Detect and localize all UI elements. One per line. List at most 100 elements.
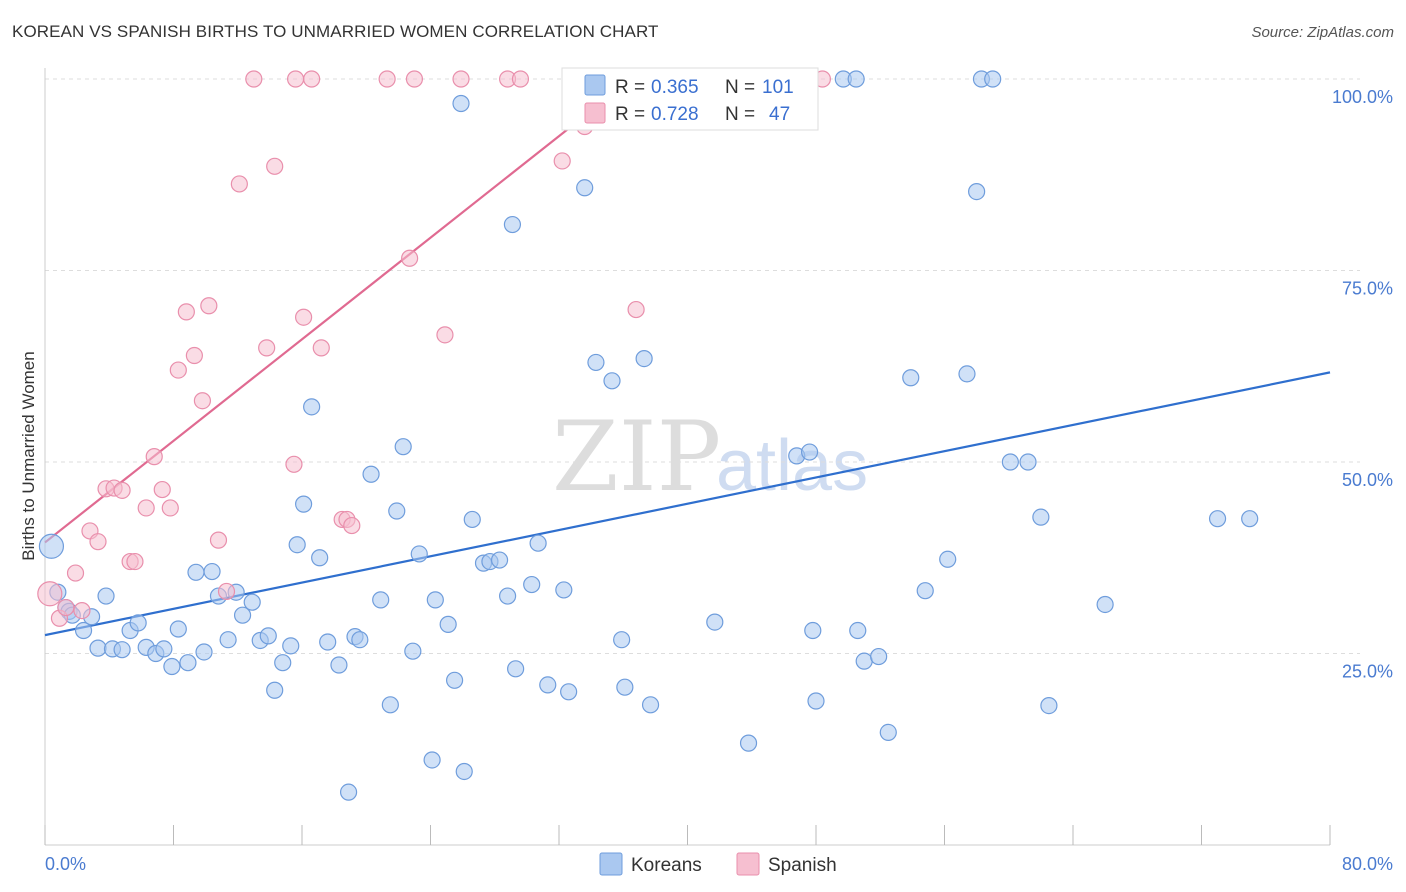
spanish-point — [286, 70, 305, 88]
korean-point — [163, 657, 181, 676]
korean-point — [849, 621, 867, 640]
spanish-point — [378, 70, 396, 88]
korean-point — [38, 533, 65, 559]
korean-point — [587, 353, 605, 372]
korean-point — [1241, 510, 1259, 528]
korean-point — [916, 582, 934, 600]
korean-point — [129, 614, 147, 632]
spanish-point — [137, 499, 155, 517]
korean-point — [641, 696, 660, 714]
spanish-point — [145, 448, 163, 466]
korean-point — [804, 621, 822, 640]
spanish-legend-swatch — [584, 102, 606, 124]
spanish-n-label: N = — [725, 104, 755, 125]
legend-spanish-swatch — [736, 852, 760, 876]
trend-lines — [44, 78, 1331, 637]
series-legend: Koreans Spanish — [599, 852, 837, 876]
korean-point — [539, 676, 557, 694]
spanish-point — [193, 392, 212, 410]
korean-point — [203, 562, 221, 581]
korean-point — [266, 681, 284, 699]
korean-point — [1001, 453, 1019, 471]
spanish-point — [452, 70, 470, 88]
x-tick-label-max: 80.0% — [1342, 854, 1393, 874]
korean-point — [404, 642, 422, 660]
source-credit: Source: ZipAtlas.com — [1251, 24, 1394, 41]
korean-point — [303, 398, 321, 416]
korean-trend-line — [44, 371, 1331, 637]
korean-point — [372, 591, 390, 609]
korean-point — [330, 656, 348, 674]
korean-r-label: R = — [615, 77, 645, 98]
y-tick-label: 100.0% — [1332, 87, 1393, 107]
spanish-point — [266, 157, 284, 175]
spanish-point — [209, 531, 228, 549]
korean-point — [445, 671, 464, 689]
korean-point — [939, 550, 957, 568]
korean-point — [113, 641, 131, 659]
korean-point — [410, 545, 428, 563]
gridlines: 25.0% 50.0% 75.0% 100.0% — [45, 78, 1393, 682]
korean-point — [288, 536, 306, 554]
korean-point — [282, 637, 300, 655]
korean-point — [1019, 453, 1037, 471]
korean-point — [439, 615, 457, 633]
korean-point — [339, 783, 358, 801]
axes: 0.0% 80.0% — [44, 68, 1393, 874]
korean-point — [739, 734, 758, 752]
korean-point — [155, 640, 173, 658]
korean-point — [219, 631, 237, 649]
korean-point — [847, 70, 865, 88]
spanish-point — [285, 455, 303, 473]
korean-point — [902, 369, 920, 387]
korean-point — [499, 587, 517, 605]
korean-point — [616, 678, 634, 696]
korean-n-value: 101 — [762, 77, 794, 98]
korean-point — [490, 551, 509, 569]
korean-point — [179, 654, 197, 672]
spanish-point — [161, 499, 179, 517]
y-axis-label: Births to Unmarried Women — [19, 351, 38, 560]
korean-point — [1032, 508, 1050, 526]
korean-point — [319, 633, 337, 651]
korean-point — [381, 696, 399, 714]
spanish-point — [185, 346, 203, 365]
korean-point — [74, 621, 93, 640]
korean-point — [311, 549, 329, 567]
korean-point — [423, 751, 441, 769]
spanish-point — [295, 308, 313, 326]
korean-point — [169, 620, 187, 638]
spanish-point — [177, 303, 195, 321]
korean-point — [800, 443, 819, 461]
korean-point — [529, 534, 547, 552]
korean-point — [603, 372, 621, 390]
korean-n-label: N = — [725, 77, 755, 98]
korean-point — [984, 70, 1002, 88]
korean-point — [958, 365, 976, 383]
korean-point — [362, 465, 380, 483]
korean-point — [274, 654, 292, 672]
spanish-point — [113, 481, 131, 499]
korean-point — [807, 692, 825, 710]
korean-point — [452, 94, 470, 113]
spanish-point — [401, 249, 419, 267]
spanish-point — [73, 602, 91, 620]
korean-point — [394, 438, 412, 456]
korean-point — [1096, 595, 1114, 614]
spanish-r-value: 0.728 — [651, 104, 699, 125]
spanish-point — [153, 480, 171, 499]
spanish-point — [57, 598, 75, 617]
korean-point — [455, 762, 473, 781]
spanish-n-value: 47 — [769, 104, 790, 125]
spanish-point — [303, 70, 321, 88]
legend-koreans-label: Koreans — [631, 855, 702, 876]
spanish-point — [511, 70, 530, 88]
korean-point — [968, 183, 986, 201]
korean-point — [706, 613, 724, 631]
korean-point — [560, 683, 578, 701]
spanish-point — [66, 564, 85, 582]
korean-point — [259, 627, 277, 645]
spanish-trend-line — [44, 78, 632, 544]
korean-point — [507, 660, 525, 678]
